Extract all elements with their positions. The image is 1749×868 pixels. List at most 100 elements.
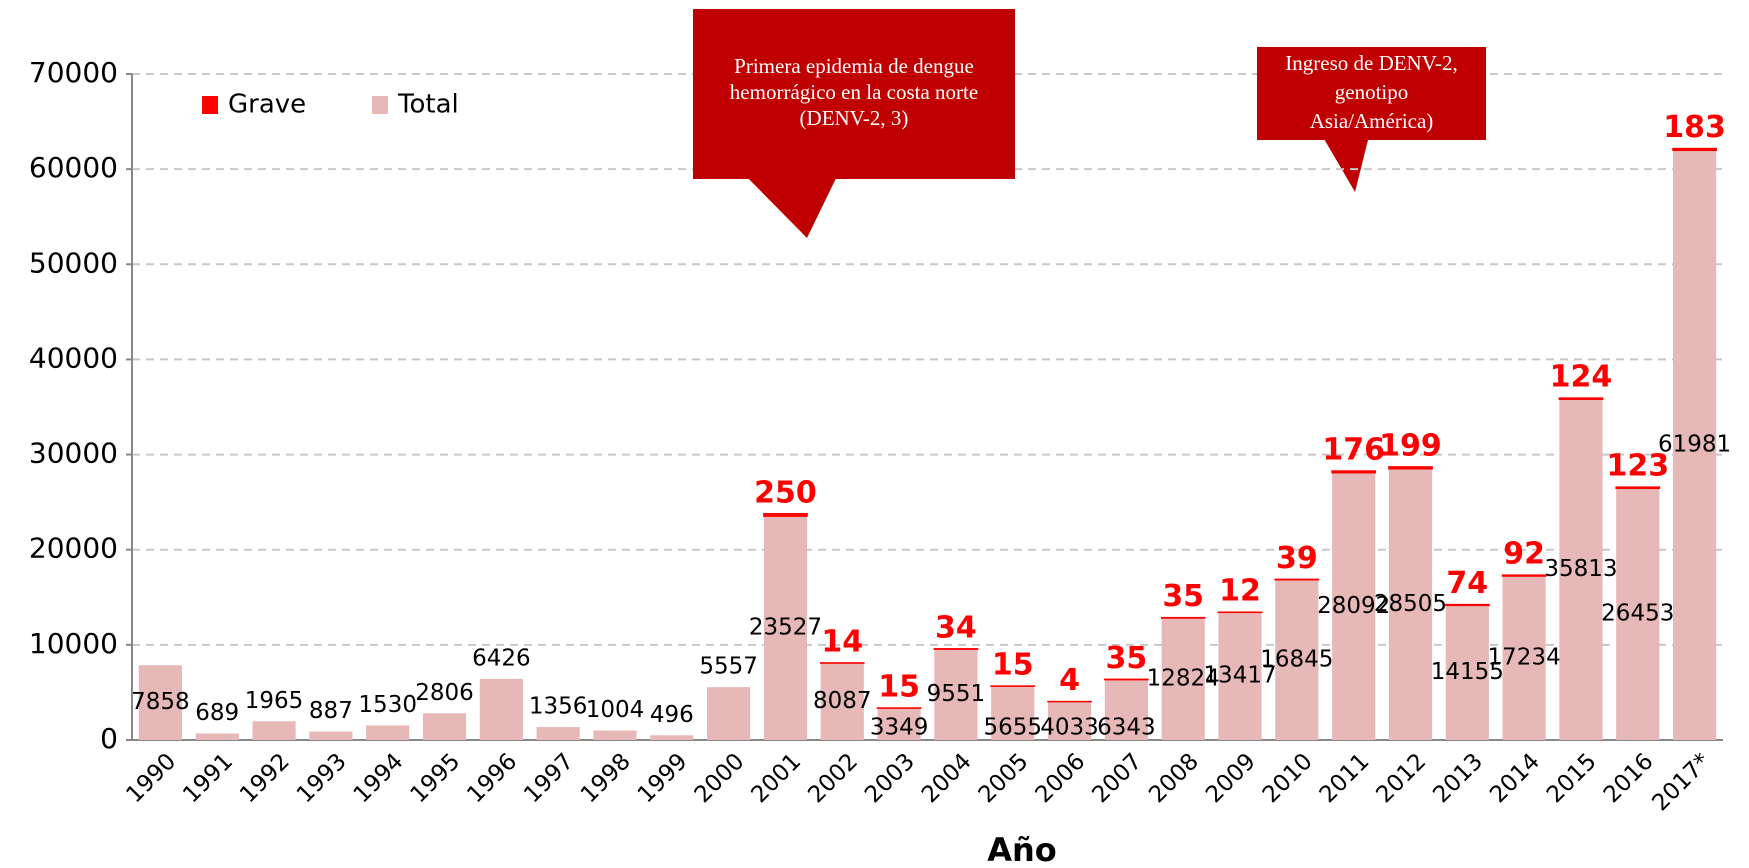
bar-grave xyxy=(1558,397,1604,401)
bar-grave xyxy=(1444,603,1490,607)
total-label: 35813 xyxy=(1544,556,1617,582)
bar-total xyxy=(1161,617,1205,740)
total-label: 8087 xyxy=(813,688,872,714)
total-label: 7858 xyxy=(131,689,190,715)
total-label: 1965 xyxy=(245,688,304,714)
bar-total xyxy=(366,725,410,740)
x-tick-label: 1999 xyxy=(633,748,693,808)
total-label: 2806 xyxy=(415,680,474,706)
x-tick-label: 2006 xyxy=(1031,748,1091,808)
x-tick-label: 2010 xyxy=(1258,748,1318,808)
x-tick-label: 1992 xyxy=(235,748,295,808)
grave-label: 176 xyxy=(1322,433,1385,468)
legend-label: Total xyxy=(397,90,459,120)
total-label: 9551 xyxy=(927,681,986,707)
grave-label: 15 xyxy=(992,648,1034,683)
x-tick-label: 2008 xyxy=(1144,748,1204,808)
legend-swatch xyxy=(202,96,218,114)
total-label: 23527 xyxy=(749,615,822,641)
bar-total xyxy=(422,713,467,740)
total-label: 887 xyxy=(309,698,353,724)
grave-label: 183 xyxy=(1663,110,1726,145)
y-tick-label: 60000 xyxy=(29,151,118,184)
grave-label: 39 xyxy=(1276,541,1318,576)
total-label: 28092 xyxy=(1317,593,1390,619)
y-tick-label: 50000 xyxy=(29,246,118,279)
bar-total xyxy=(138,665,183,740)
bar-total xyxy=(1047,701,1092,740)
bar-total xyxy=(593,730,637,740)
x-tick-label: 2003 xyxy=(860,748,920,808)
total-label: 1004 xyxy=(586,697,645,723)
total-label: 28505 xyxy=(1374,591,1447,617)
y-tick-label: 30000 xyxy=(29,437,118,470)
grave-label: 34 xyxy=(935,610,977,645)
bar-total xyxy=(707,687,751,740)
x-tick-label: 2012 xyxy=(1372,748,1432,808)
annotation: Primera epidemia de dengue hemorrágico e… xyxy=(693,9,1015,179)
bar-total xyxy=(991,686,1035,740)
total-label: 1530 xyxy=(358,692,417,718)
total-label: 16845 xyxy=(1260,646,1333,672)
bar-total xyxy=(650,735,694,740)
total-label: 13417 xyxy=(1203,663,1276,689)
total-label: 496 xyxy=(650,702,694,728)
bar-total xyxy=(1559,399,1603,740)
grave-label: 35 xyxy=(1162,579,1204,614)
bar-total xyxy=(1104,679,1148,740)
total-label: 689 xyxy=(195,700,239,726)
x-tick-label: 2004 xyxy=(917,748,977,808)
total-label: 1356 xyxy=(529,694,588,720)
total-label: 12824 xyxy=(1147,665,1220,691)
bar-grave xyxy=(1331,470,1377,474)
grave-label: 4 xyxy=(1059,663,1080,698)
bar-total xyxy=(934,649,978,740)
bar-total xyxy=(1672,150,1717,741)
bar-total xyxy=(1332,472,1376,740)
total-label: 3349 xyxy=(870,715,929,741)
bar-total xyxy=(1616,488,1660,740)
total-label: 17234 xyxy=(1488,645,1561,671)
total-label: 61981 xyxy=(1658,432,1731,458)
x-tick-label: 2017* xyxy=(1648,748,1716,816)
grave-label: 250 xyxy=(754,475,817,510)
x-tick-label: 1990 xyxy=(121,748,181,808)
bar-total xyxy=(195,733,239,740)
legend-swatch xyxy=(372,96,388,114)
bar-total xyxy=(820,663,864,740)
bar-total xyxy=(1218,612,1262,740)
bar-total xyxy=(309,731,353,740)
bar-total xyxy=(1275,579,1319,740)
bar-total xyxy=(763,516,808,740)
x-tick-label: 2000 xyxy=(690,748,750,808)
total-label: 6426 xyxy=(472,645,531,671)
x-tick-label: 2013 xyxy=(1428,748,1488,808)
x-tick-label: 2001 xyxy=(747,748,807,808)
bar-total xyxy=(1445,605,1489,740)
grave-label: 199 xyxy=(1379,428,1442,463)
y-tick-label: 20000 xyxy=(29,532,118,565)
callout-pointer xyxy=(1320,132,1370,192)
bar-total xyxy=(877,708,921,740)
x-tick-label: 2005 xyxy=(974,748,1034,808)
y-tick-label: 0 xyxy=(100,722,118,755)
annotation: Ingreso de DENV-2, genotipo Asia/América… xyxy=(1257,47,1486,140)
total-label: 4033 xyxy=(1040,715,1099,741)
grave-label: 74 xyxy=(1446,566,1488,601)
bar-total xyxy=(1388,468,1433,740)
bar-grave xyxy=(763,513,808,517)
x-tick-label: 1994 xyxy=(349,748,409,808)
total-label: 5655 xyxy=(983,715,1042,741)
x-tick-label: 1998 xyxy=(576,748,636,808)
grave-label: 12 xyxy=(1219,574,1261,609)
bar-total xyxy=(479,678,523,740)
x-tick-label: 2009 xyxy=(1201,748,1261,808)
x-axis-title: Año xyxy=(987,831,1057,868)
x-tick-label: 2007 xyxy=(1087,748,1147,808)
grave-label: 35 xyxy=(1106,641,1148,676)
bar-grave xyxy=(1672,147,1717,152)
bar-grave xyxy=(1388,466,1433,470)
legend-label: Grave xyxy=(228,90,306,120)
